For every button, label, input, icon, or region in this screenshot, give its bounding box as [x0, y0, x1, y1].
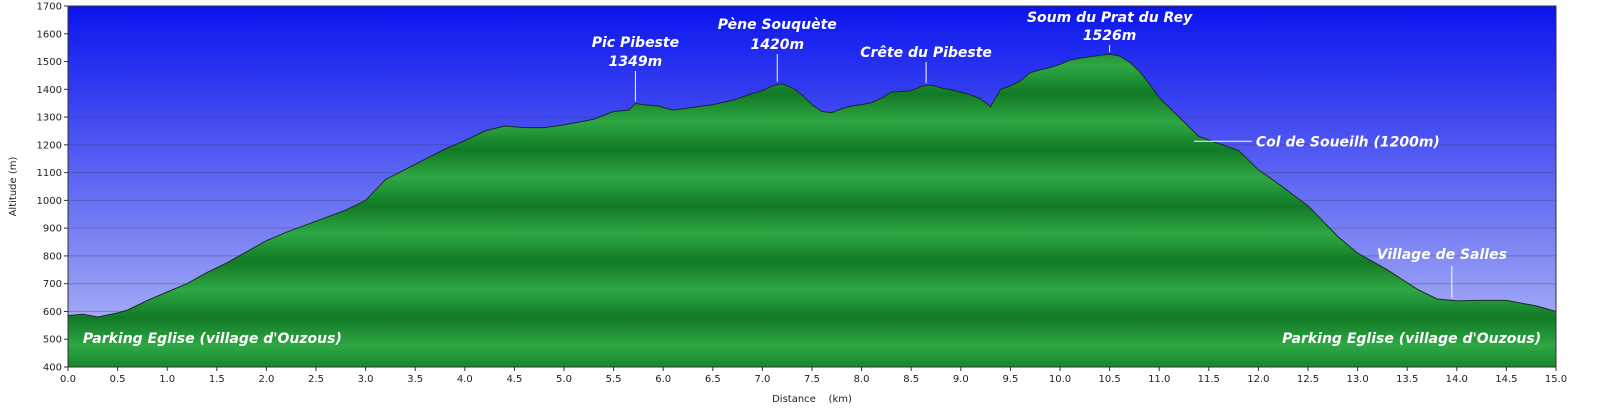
x-tick-label: 7.0 [754, 374, 770, 385]
x-tick-label: 11.0 [1148, 374, 1170, 385]
x-tick-label: 12.0 [1247, 374, 1269, 385]
x-axis-ticks: 0.0 0.5 1.0 1.5 2.0 2.5 3.0 3.5 4.0 4.5 5.0 5.5 6.0 6… [60, 367, 1567, 385]
x-axis-title: Distance (km) [772, 394, 852, 405]
annotation-label: Soum du Prat du Rey [1027, 10, 1193, 26]
y-axis-ticks: 400 500 600 700 800 900 1000 1100 1200 1300 1400 15… [37, 2, 68, 374]
x-tick-label: 8.0 [854, 374, 870, 385]
x-tick-label: 15.0 [1545, 374, 1567, 385]
x-tick-label: 3.5 [407, 374, 423, 385]
x-tick-label: 0.0 [60, 374, 76, 385]
y-tick-label: 1400 [37, 85, 62, 96]
x-tick-label: 2.5 [308, 374, 324, 385]
x-tick-label: 6.5 [705, 374, 721, 385]
y-tick-label: 600 [43, 307, 62, 318]
y-tick-label: 1600 [37, 29, 62, 40]
y-tick-label: 700 [43, 279, 62, 290]
x-tick-label: 6.0 [655, 374, 671, 385]
annotation-label: Pène Souquète [718, 17, 837, 33]
x-tick-label: 4.5 [506, 374, 522, 385]
y-tick-label: 1500 [37, 57, 62, 68]
x-tick-label: 9.5 [1002, 374, 1018, 385]
x-tick-label: 12.5 [1297, 374, 1319, 385]
y-tick-label: 1000 [37, 196, 62, 207]
x-tick-label: 2.0 [258, 374, 274, 385]
y-axis-title: Altitude (m) [8, 157, 19, 217]
x-tick-label: 5.0 [556, 374, 572, 385]
x-tick-label: 1.0 [159, 374, 175, 385]
y-tick-label: 1700 [37, 2, 62, 13]
y-tick-label: 900 [43, 224, 62, 235]
x-tick-label: 13.5 [1396, 374, 1418, 385]
x-tick-label: 1.5 [209, 374, 225, 385]
annotation-label: Parking Eglise (village d'Ouzous) [83, 331, 342, 347]
y-tick-label: 800 [43, 251, 62, 262]
x-tick-label: 11.5 [1198, 374, 1220, 385]
y-tick-label: 400 [43, 363, 62, 374]
annotation-label: Village de Salles [1377, 247, 1507, 263]
x-tick-label: 7.5 [804, 374, 820, 385]
x-tick-label: 4.0 [457, 374, 473, 385]
y-tick-label: 500 [43, 335, 62, 346]
annotation-sublabel: 1420m [750, 37, 804, 53]
annotation-label: Pic Pibeste [592, 35, 679, 51]
x-tick-label: 9.0 [953, 374, 969, 385]
annotations: Pic Pibeste 1349m Pène Souquète 1420m Crête … [83, 10, 1541, 347]
x-tick-label: 0.5 [110, 374, 126, 385]
y-tick-label: 1300 [37, 113, 62, 124]
annotation-sublabel: 1526m [1083, 28, 1137, 44]
elevation-area [67, 53, 1557, 368]
x-tick-label: 14.0 [1446, 374, 1468, 385]
annotation-label: Col de Soueilh (1200m) [1256, 134, 1440, 150]
x-tick-label: 10.0 [1049, 374, 1071, 385]
x-tick-label: 5.5 [606, 374, 622, 385]
annotation-sublabel: 1349m [609, 54, 663, 70]
x-tick-label: 8.5 [903, 374, 919, 385]
y-tick-label: 1100 [37, 168, 62, 179]
annotation-label: Crête du Pibeste [860, 45, 992, 61]
x-tick-label: 14.5 [1495, 374, 1517, 385]
x-tick-label: 10.5 [1098, 374, 1120, 385]
x-tick-label: 13.0 [1346, 374, 1368, 385]
annotation-label: Parking Eglise (village d'Ouzous) [1282, 331, 1541, 347]
y-tick-label: 1200 [37, 140, 62, 151]
x-tick-label: 3.0 [358, 374, 374, 385]
